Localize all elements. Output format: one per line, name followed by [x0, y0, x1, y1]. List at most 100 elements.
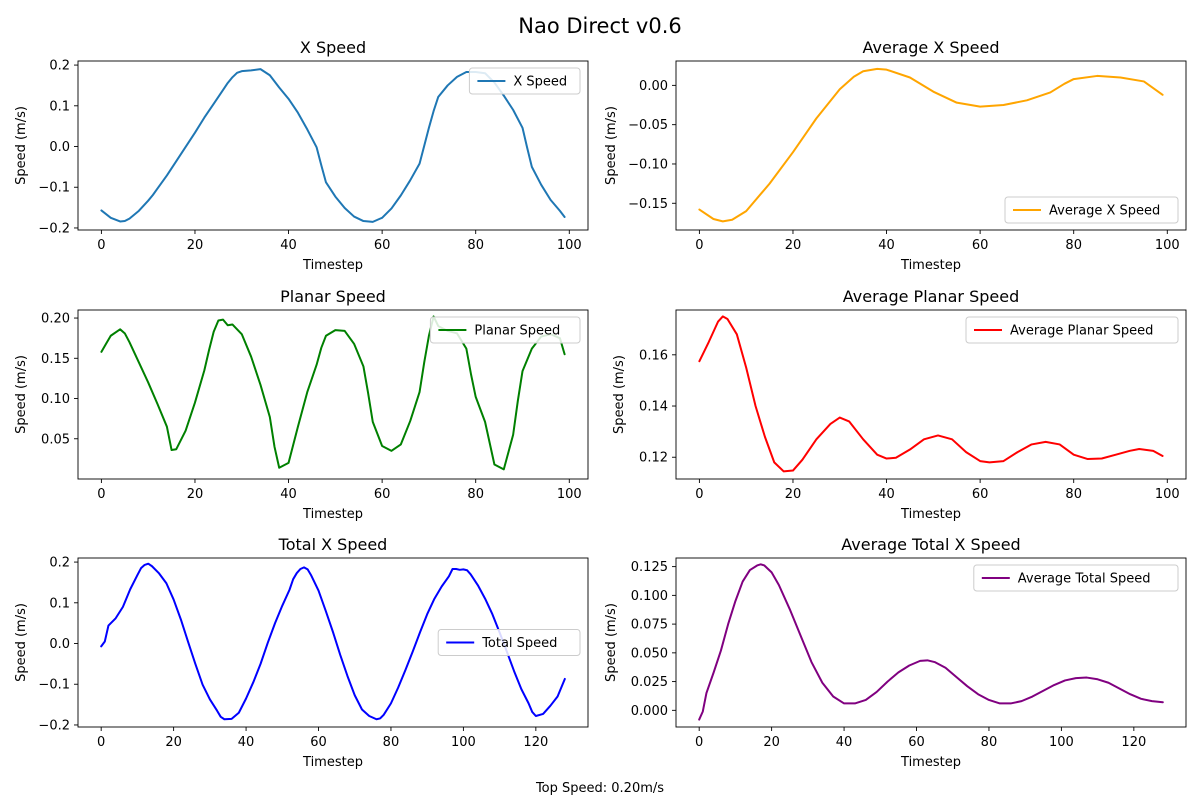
- series-line: [100, 315, 566, 471]
- y-tick-label: 0.0: [49, 140, 70, 155]
- legend: Planar Speed: [429, 316, 581, 344]
- x-tick-label: 40: [280, 238, 297, 253]
- axes-frame: [675, 309, 1187, 480]
- series-line: [698, 315, 1164, 473]
- figure-footer: Top Speed: 0.20m/s: [535, 781, 664, 796]
- legend-label: Planar Speed: [474, 324, 560, 339]
- subplot-title: Average Total X Speed: [841, 535, 1020, 554]
- y-tick-label: 0.15: [41, 352, 70, 367]
- x-tick-label: 20: [187, 487, 204, 502]
- subplot-x-speed: X Speed 0 20 40 60 80 100 −0.2 −0.1 0.0 0.1 0.2 Time…: [14, 38, 589, 273]
- subplot-average-planar-speed: Average Planar Speed 0 20 40 60 80 100 0.12 0.14…: [612, 287, 1187, 522]
- x-axis-label: Timestep: [900, 507, 961, 522]
- axes-frame: [77, 60, 589, 231]
- y-tick-label: 0.025: [631, 675, 668, 690]
- y-tick-label: 0.1: [49, 596, 70, 611]
- x-axis-label: Timestep: [302, 507, 363, 522]
- x-tick-label: 60: [374, 487, 391, 502]
- legend-box: [965, 316, 1179, 344]
- subplot-title: Average Planar Speed: [843, 287, 1019, 306]
- subplot-title: Total X Speed: [278, 535, 388, 554]
- y-tick-label: 0.12: [639, 451, 668, 466]
- y-axis-label: Speed (m/s): [604, 603, 619, 682]
- series-line: [698, 67, 1164, 223]
- legend: Average Total Speed: [973, 564, 1179, 592]
- x-tick-label: 0: [97, 735, 105, 750]
- subplot-total-x-speed: Total X Speed 0 20 40 60 80 100 120 −0.2 −0.1 0.0 0…: [14, 535, 589, 770]
- legend-label: Total Speed: [481, 636, 557, 651]
- figure-title: Nao Direct v0.6: [518, 14, 681, 38]
- x-tick-label: 100: [557, 238, 582, 253]
- subplot-planar-speed: Planar Speed 0 20 40 60 80 100 0.05 0.10 0.15 0.20…: [14, 287, 589, 522]
- y-axis-label: Speed (m/s): [604, 106, 619, 185]
- x-axis-label: Timestep: [302, 258, 363, 273]
- x-tick-label: 40: [238, 735, 255, 750]
- series-line: [100, 562, 566, 721]
- legend-box: [1004, 196, 1179, 224]
- y-tick-label: 0.1: [49, 99, 70, 114]
- x-tick-label: 40: [836, 735, 853, 750]
- y-tick-label: 0.000: [631, 704, 668, 719]
- x-tick-label: 60: [972, 487, 989, 502]
- y-tick-label: 0.050: [631, 646, 668, 661]
- x-tick-label: 0: [97, 487, 105, 502]
- series-line: [698, 563, 1164, 721]
- x-tick-label: 100: [1155, 487, 1180, 502]
- y-tick-label: −0.1: [38, 678, 70, 693]
- x-tick-label: 0: [695, 487, 703, 502]
- x-tick-label: 80: [383, 735, 400, 750]
- y-tick-label: 0.20: [41, 312, 70, 327]
- legend-box: [468, 67, 581, 95]
- x-tick-label: 20: [785, 238, 802, 253]
- x-tick-label: 20: [187, 238, 204, 253]
- subplot-average-x-speed: Average X Speed 0 20 40 60 80 100 −0.15 −0.10 −0.…: [604, 38, 1187, 273]
- subplot-title: X Speed: [300, 38, 366, 57]
- x-tick-label: 40: [878, 487, 895, 502]
- x-tick-label: 0: [695, 735, 703, 750]
- y-axis-label: Speed (m/s): [14, 355, 29, 434]
- y-tick-label: 0.16: [639, 348, 668, 363]
- y-tick-label: −0.2: [38, 221, 70, 236]
- x-tick-label: 80: [467, 487, 484, 502]
- y-axis-label: Speed (m/s): [14, 106, 29, 185]
- axes-frame: [675, 60, 1187, 231]
- legend-label: Average Planar Speed: [1010, 324, 1153, 339]
- x-tick-label: 120: [1121, 735, 1146, 750]
- y-tick-label: −0.1: [38, 181, 70, 196]
- x-tick-label: 100: [557, 487, 582, 502]
- x-tick-label: 100: [451, 735, 476, 750]
- legend: Total Speed: [437, 629, 581, 656]
- x-tick-label: 80: [1065, 487, 1082, 502]
- x-tick-label: 20: [165, 735, 182, 750]
- x-tick-label: 40: [280, 487, 297, 502]
- x-tick-label: 60: [972, 238, 989, 253]
- legend-label: Average Total Speed: [1018, 572, 1151, 587]
- axes-frame: [77, 309, 589, 480]
- x-tick-label: 80: [1065, 238, 1082, 253]
- y-tick-label: 0.075: [631, 618, 668, 633]
- y-tick-label: 0.05: [41, 432, 70, 447]
- x-tick-label: 80: [467, 238, 484, 253]
- legend-label: Average X Speed: [1049, 204, 1160, 219]
- x-tick-label: 20: [785, 487, 802, 502]
- y-tick-label: −0.10: [628, 157, 668, 172]
- legend-box: [973, 564, 1179, 592]
- y-tick-label: 0.2: [49, 556, 70, 571]
- x-tick-label: 40: [878, 238, 895, 253]
- y-tick-label: 0.00: [639, 79, 668, 94]
- axes-frame: [77, 557, 589, 728]
- x-tick-label: 0: [695, 238, 703, 253]
- x-axis-label: Timestep: [900, 755, 961, 770]
- axes-frame: [675, 557, 1187, 728]
- y-tick-label: −0.15: [628, 197, 668, 212]
- y-tick-label: 0.10: [41, 392, 70, 407]
- x-tick-label: 100: [1049, 735, 1074, 750]
- y-tick-label: 0.100: [631, 589, 668, 604]
- x-tick-label: 0: [97, 238, 105, 253]
- legend: Average X Speed: [1004, 196, 1179, 224]
- x-tick-label: 20: [763, 735, 780, 750]
- x-tick-label: 60: [908, 735, 925, 750]
- y-tick-label: 0.2: [49, 59, 70, 74]
- subplot-title: Planar Speed: [280, 287, 386, 306]
- legend-box: [437, 629, 581, 656]
